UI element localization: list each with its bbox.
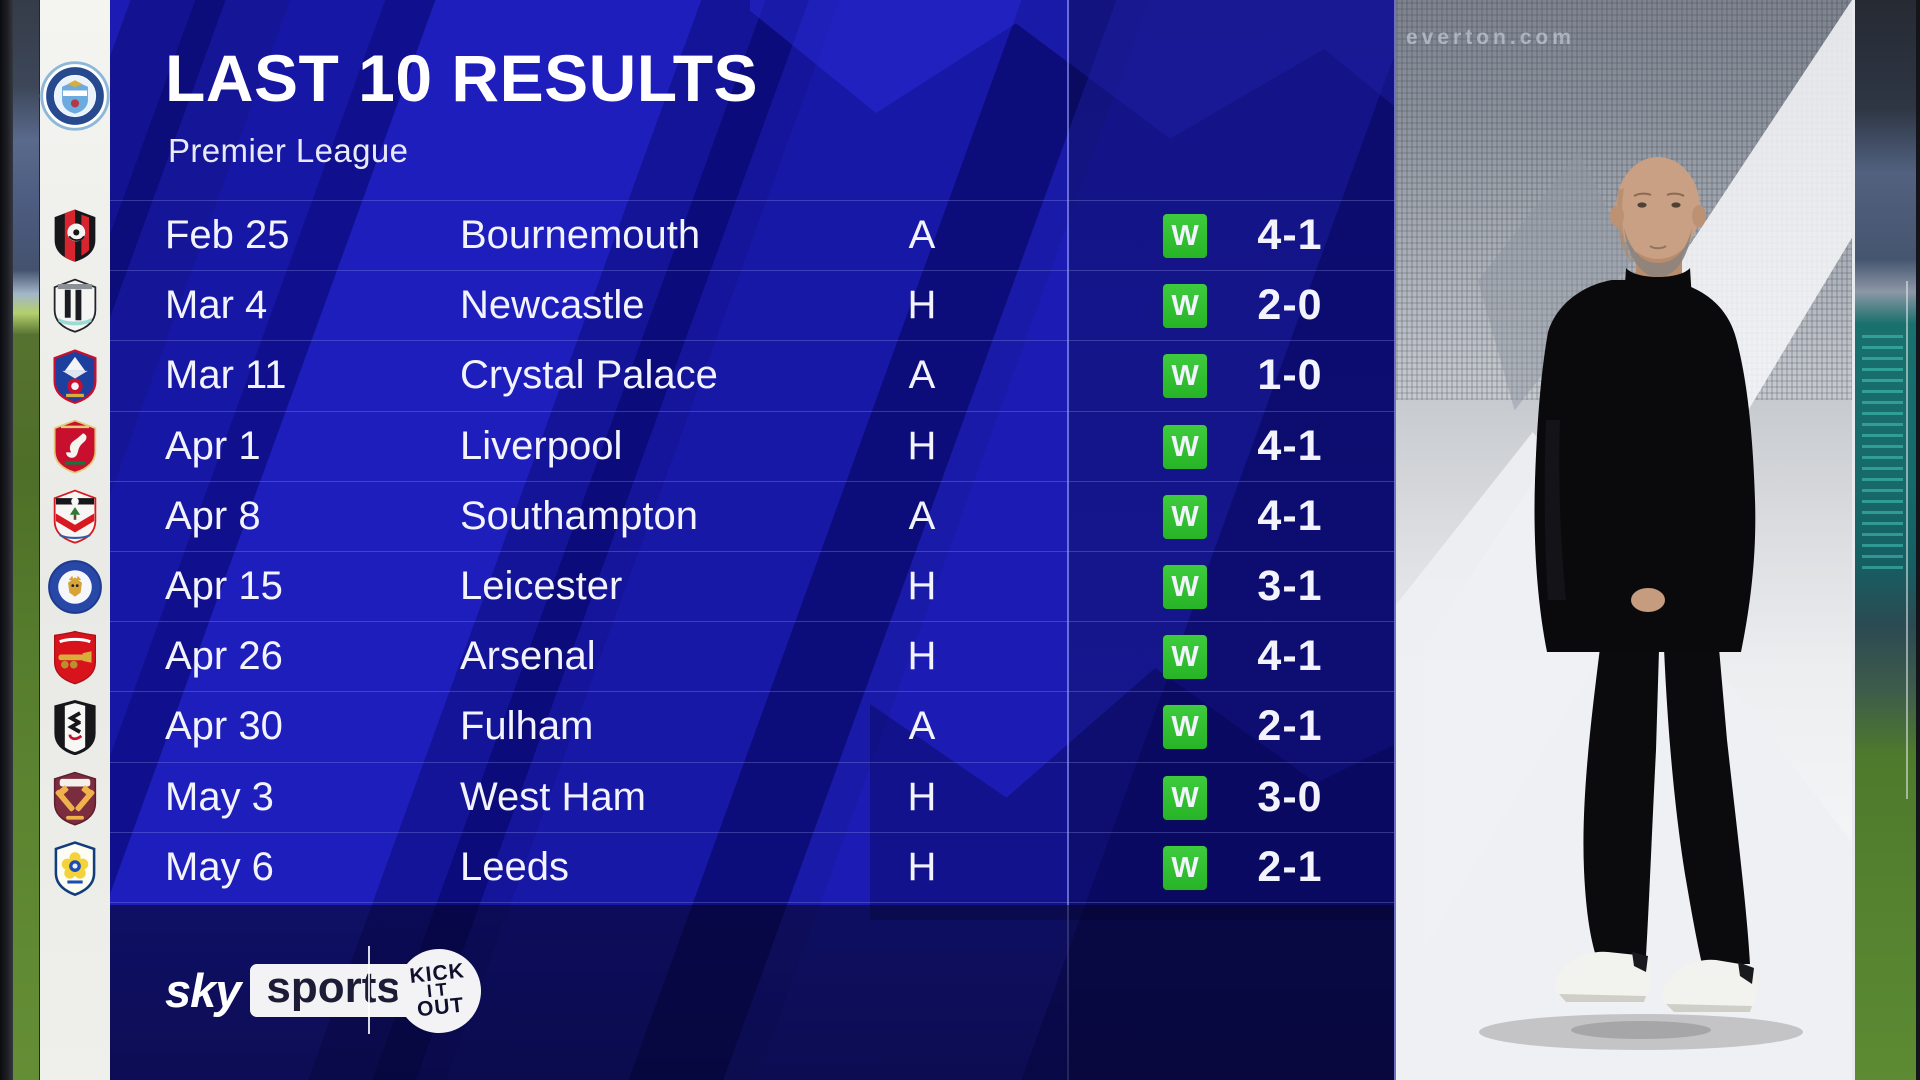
newcastle-crest-icon: [47, 277, 103, 333]
result-row: Mar 11 Crystal Palace A W 1-0: [110, 340, 1394, 410]
match-score: 4-1: [1257, 211, 1323, 259]
match-score: 3-0: [1257, 772, 1323, 821]
match-score: 4-1: [1257, 632, 1323, 681]
opponent-name: Arsenal: [460, 634, 596, 679]
opponent-name: Leicester: [460, 564, 623, 609]
match-date: Apr 26: [165, 634, 283, 679]
result-row: Apr 30 Fulham A W 2-1: [110, 691, 1394, 761]
result-row: Apr 1 Liverpool H W 4-1: [110, 410, 1394, 481]
stadium-background-sliver-left: [13, 0, 40, 1080]
venue-indicator: A: [908, 353, 936, 398]
right-frame-bar: [1916, 0, 1920, 1080]
venue-indicator: H: [907, 634, 937, 679]
match-date: Mar 4: [165, 283, 268, 328]
leeds-crest-icon: [47, 840, 103, 896]
match-date: Apr 30: [165, 704, 283, 749]
result-row: Apr 8 Southampton A W 4-1: [110, 480, 1394, 551]
venue-indicator: A: [908, 704, 936, 749]
bournemouth-crest-icon: [47, 207, 103, 263]
left-frame-bar: [0, 0, 13, 1080]
venue-indicator: H: [907, 564, 937, 609]
match-score: 2-1: [1257, 842, 1323, 891]
win-badge: W: [1163, 424, 1207, 469]
venue-indicator: H: [907, 774, 937, 819]
result-row: Apr 26 Arsenal H W 4-1: [110, 621, 1394, 691]
win-badge: W: [1163, 845, 1207, 890]
pep-guardiola-figure: [1479, 157, 1803, 1050]
kio-line: OUT: [415, 993, 466, 1022]
win-badge: W: [1163, 354, 1207, 399]
result-row: May 6 Leeds H W 2-1: [110, 831, 1394, 902]
results-panel: LAST 10 RESULTS Premier League Feb 25 Bo…: [110, 0, 1396, 1080]
match-date: Mar 11: [165, 353, 287, 398]
sky-wordmark: sky: [165, 963, 241, 1017]
opponent-name: Liverpool: [460, 423, 623, 468]
results-column-shade: [1069, 0, 1394, 1080]
leicester-crest-icon: [47, 559, 103, 615]
opponent-name: Newcastle: [460, 283, 645, 328]
sky-sports-logo-icon: sky sports: [165, 960, 417, 1020]
competition-subtitle: Premier League: [168, 132, 409, 169]
match-score: 4-1: [1257, 491, 1323, 540]
win-badge: W: [1163, 284, 1207, 329]
scoreboard-text-glow: [1862, 334, 1903, 573]
arsenal-crest-icon: [47, 629, 103, 685]
opponent-name: Southampton: [460, 493, 698, 538]
result-row: May 3 West Ham H W 3-0: [110, 761, 1394, 832]
goalpost-line: [1906, 280, 1908, 800]
match-date: May 3: [165, 774, 274, 819]
win-badge: W: [1163, 214, 1207, 258]
stand-advert-text: everton.com: [1406, 26, 1575, 49]
logo-divider-line: [368, 946, 370, 1034]
fulham-crest-icon: [47, 699, 103, 755]
crystal-palace-crest-icon: [47, 348, 103, 404]
match-score: 4-1: [1257, 421, 1323, 470]
sports-wordmark: sports: [250, 963, 417, 1017]
opponent-name: Crystal Palace: [460, 353, 718, 398]
win-badge: W: [1163, 635, 1207, 680]
result-row: Mar 4 Newcastle H W 2-0: [110, 270, 1394, 340]
win-badge: W: [1163, 775, 1207, 820]
win-badge: W: [1163, 705, 1207, 750]
match-date: Feb 25: [165, 213, 290, 257]
opponent-name: West Ham: [460, 774, 646, 819]
liverpool-crest-icon: [47, 418, 103, 474]
west-ham-crest-icon: [47, 770, 103, 826]
team-crest-strip: [38, 0, 112, 1080]
stadium-background-sliver-right: [1852, 0, 1916, 1080]
result-row: Feb 25 Bournemouth A W 4-1: [110, 200, 1394, 270]
match-date: Apr 8: [165, 493, 261, 538]
manager-photo-panel: everton.com: [1396, 0, 1852, 1080]
match-date: May 6: [165, 844, 274, 889]
venue-indicator: H: [907, 844, 937, 889]
win-badge: W: [1163, 565, 1207, 610]
match-score: 2-1: [1257, 702, 1323, 751]
opponent-name: Bournemouth: [460, 213, 701, 257]
southampton-crest-icon: [47, 488, 103, 544]
match-date: Apr 15: [165, 564, 283, 609]
match-score: 1-0: [1257, 351, 1323, 400]
opponent-name: Fulham: [460, 704, 594, 749]
match-date: Apr 1: [165, 423, 261, 468]
venue-indicator: A: [908, 493, 936, 538]
manchester-city-crest-icon: [38, 59, 112, 133]
result-row: Apr 15 Leicester H W 3-1: [110, 551, 1394, 621]
venue-indicator: H: [907, 423, 937, 468]
win-badge: W: [1163, 494, 1207, 539]
venue-indicator: H: [907, 283, 937, 328]
match-score: 2-0: [1257, 281, 1323, 330]
column-divider-line: [1067, 0, 1069, 1080]
opponent-name: Leeds: [460, 844, 569, 889]
results-table: Feb 25 Bournemouth A W 4-1 Mar 4 Newcast…: [110, 200, 1394, 903]
page-title: LAST 10 RESULTS: [165, 41, 759, 115]
match-score: 3-1: [1257, 562, 1323, 611]
venue-indicator: A: [908, 213, 936, 257]
